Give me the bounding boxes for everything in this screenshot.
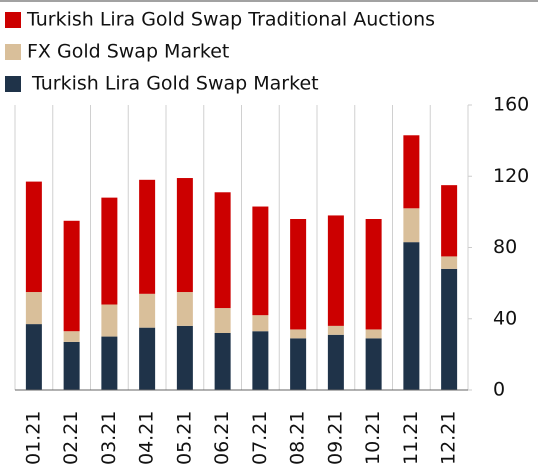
bar-segment [63,220,80,332]
y-tick-label: 80 [493,236,517,258]
legend-label: Turkish Lira Gold Swap Market [31,73,319,95]
bar-segment [176,292,193,326]
bar-segment [403,208,420,243]
bar-segment [214,192,231,309]
x-tick-label: 05.21 [173,411,195,465]
bar-segment [139,293,156,328]
bar-segment [25,292,42,325]
bar-segment [214,333,231,390]
x-tick-label: 01.21 [22,411,44,465]
bar-segment [25,181,42,293]
bar-segment [176,178,193,293]
x-tick-label: 06.21 [211,411,233,465]
x-tick-label: 09.21 [324,411,346,465]
bar-segment [214,308,231,333]
y-tick-label: 120 [493,165,529,187]
x-tick-label: 03.21 [98,411,120,465]
x-tick-label: 02.21 [60,411,82,465]
bar-segment [441,185,458,257]
legend-label: Turkish Lira Gold Swap Traditional Aucti… [26,9,435,31]
x-tick-label: 12.21 [438,411,460,465]
bar-segment [290,219,307,330]
x-tick-label: 08.21 [287,411,309,465]
bar-segment [252,315,269,332]
x-tick-label: 11.21 [400,411,422,465]
y-tick-label: 40 [493,307,517,329]
bar-segment [101,197,118,305]
bar-segment [63,341,80,390]
y-tick-label: 0 [493,379,505,401]
bar-segment [101,336,118,390]
legend-swatch [5,44,21,60]
bar-segment [290,329,307,339]
bar-segment [403,135,420,209]
bar-segment [139,179,156,294]
bar-segment [176,325,193,390]
bar-segment [327,215,344,326]
bar-segment [252,331,269,390]
bar-segment [327,334,344,390]
x-tick-label: 04.21 [136,411,158,465]
bar-segment [252,206,269,316]
y-tick-label: 160 [493,94,529,116]
bar-segment [441,256,458,269]
x-tick-label: 10.21 [362,411,384,465]
x-tick-label: 07.21 [249,411,271,465]
bar-segment [365,329,382,339]
bar-segment [101,304,118,337]
bar-segment [365,338,382,390]
bar-segment [365,219,382,330]
bar-segment [403,242,420,390]
bar-segment [63,331,80,342]
legend-label: FX Gold Swap Market [27,41,229,63]
legend-swatch [5,76,21,92]
legend-swatch [5,12,21,28]
bar-segment [327,325,344,335]
bar-segment [441,268,458,390]
bar-segment [290,338,307,390]
bar-segment [139,327,156,390]
bar-segment [25,324,42,390]
